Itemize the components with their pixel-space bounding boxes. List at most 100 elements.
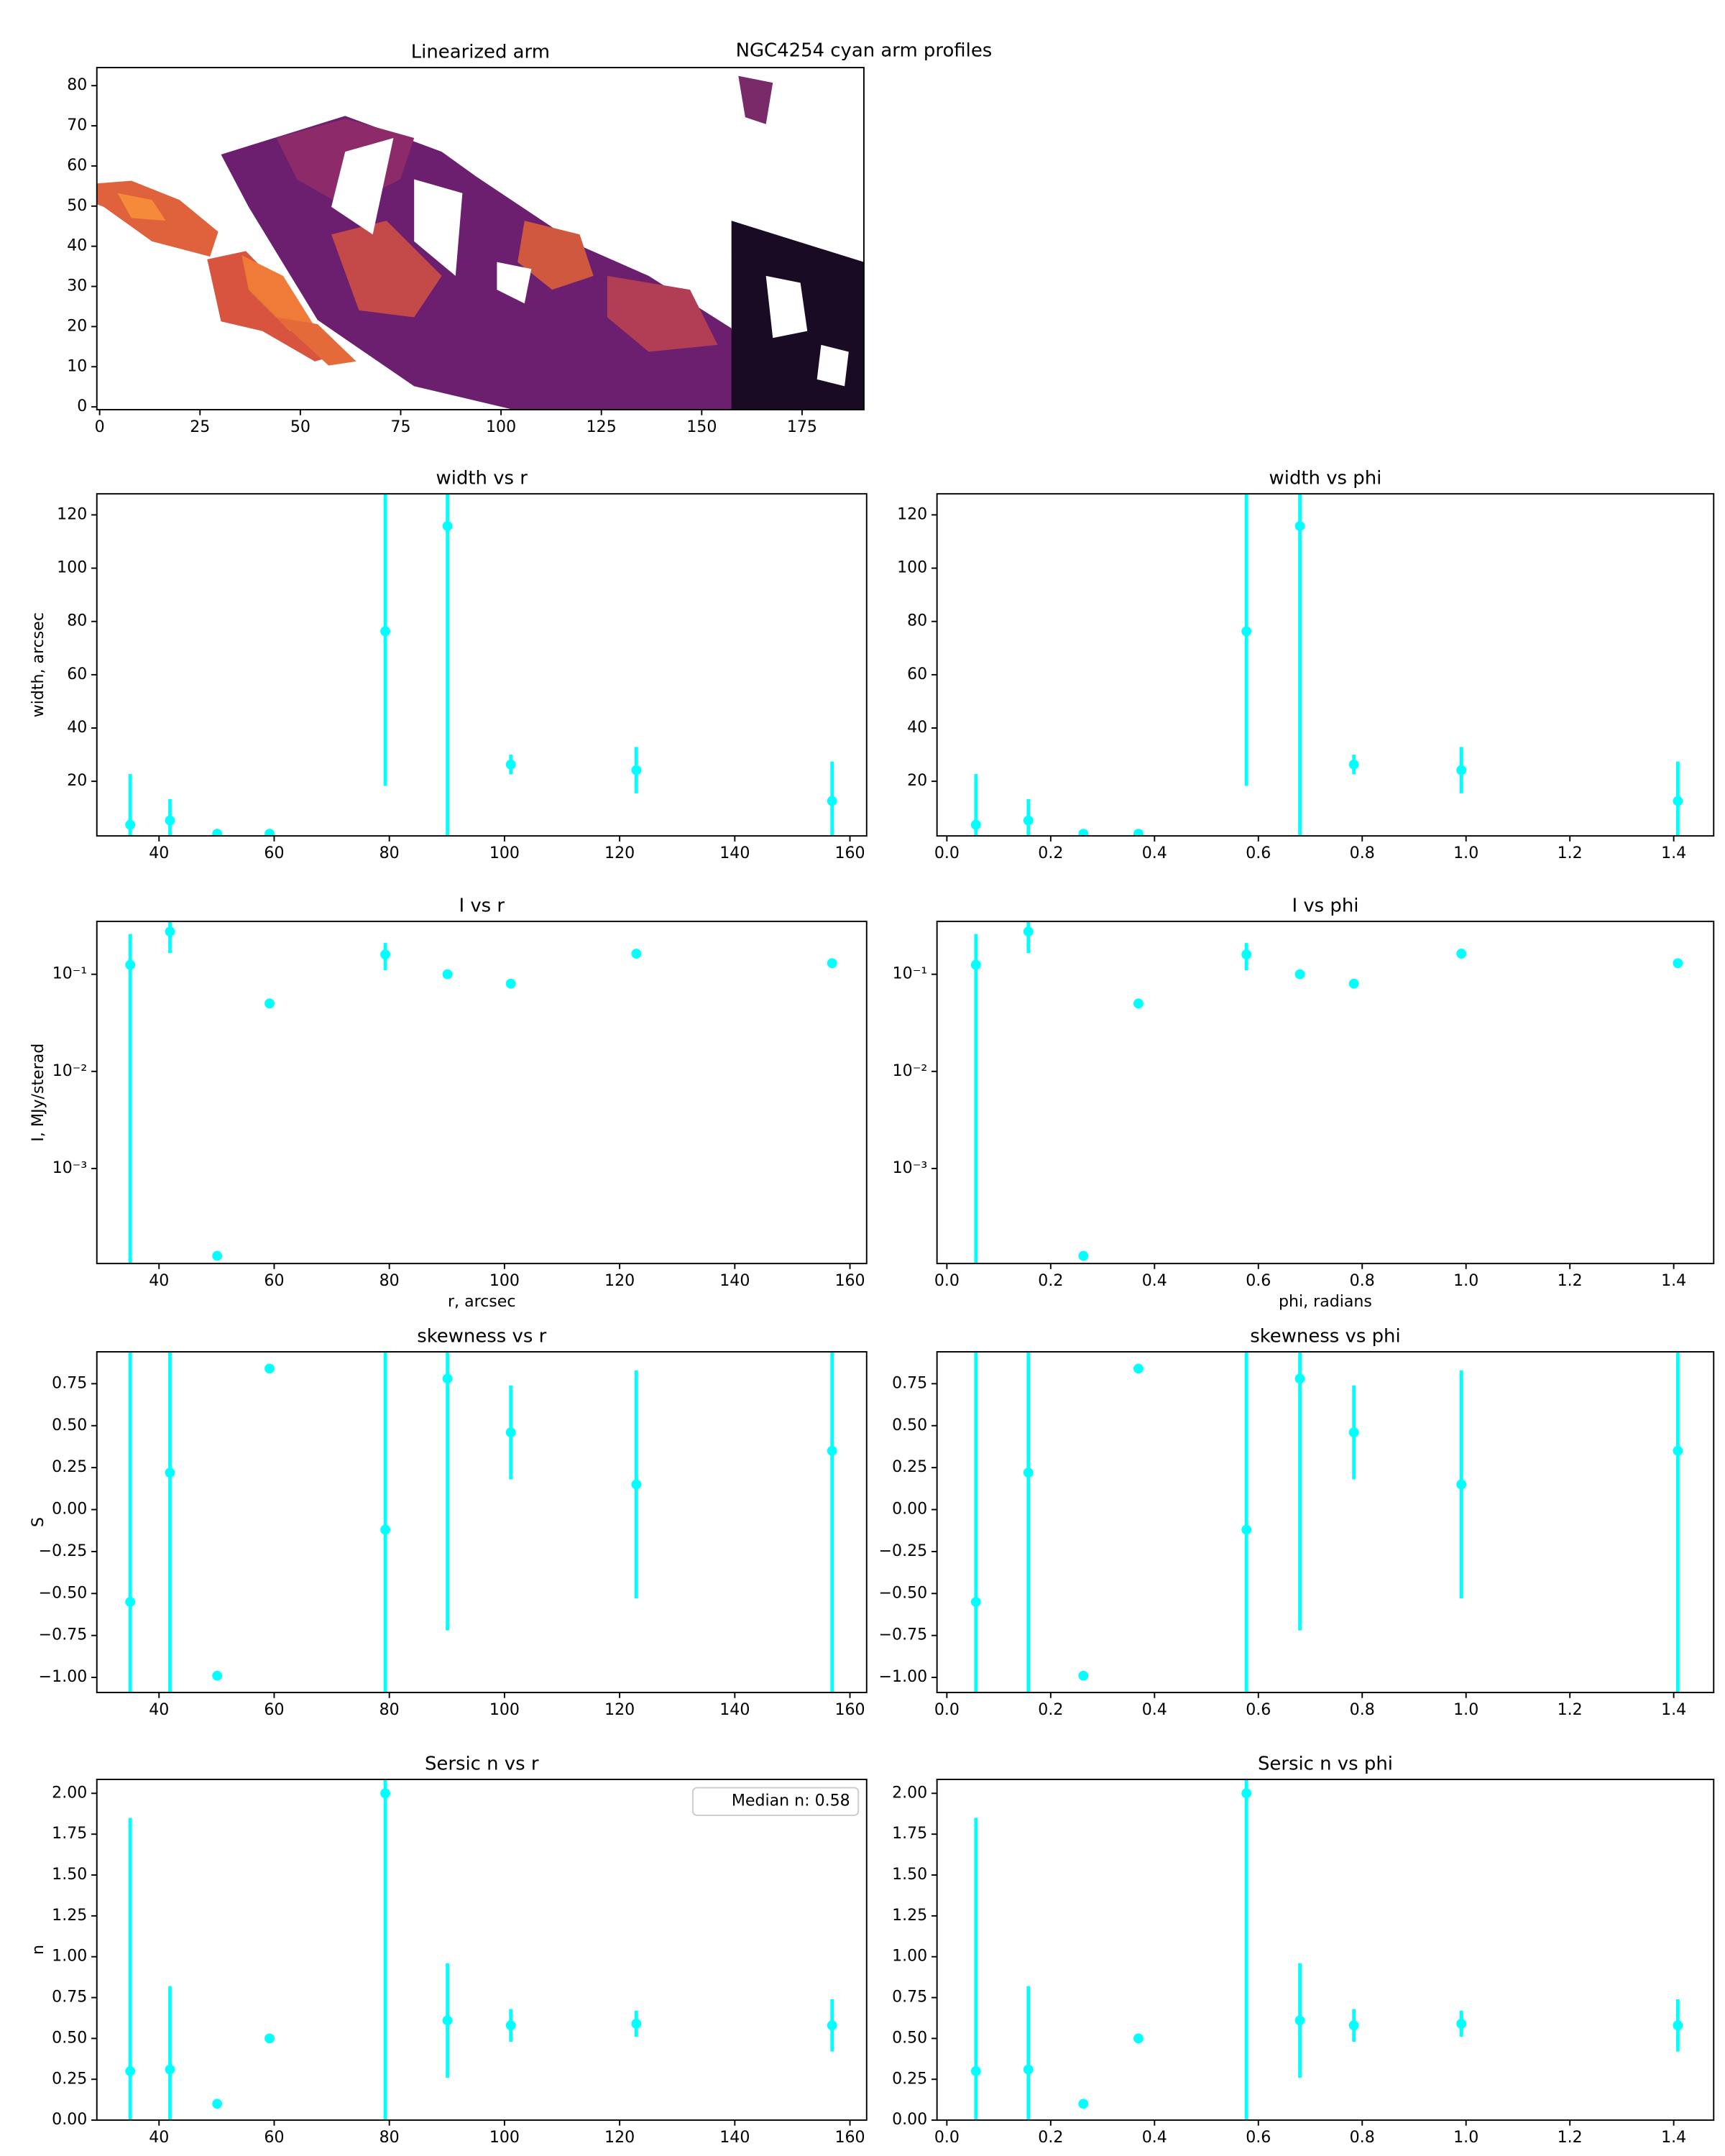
x-tick-label: 80 <box>380 1701 400 1719</box>
data-point <box>264 998 275 1009</box>
y-tick-label: 50 <box>67 197 87 215</box>
x-tick-label: 1.4 <box>1661 2129 1686 2147</box>
x-tick-label: 0.2 <box>1038 2129 1063 2147</box>
data-point <box>505 1427 516 1438</box>
y-tick-label: 0.25 <box>892 1458 927 1476</box>
y-axis-label: n <box>29 1945 47 1955</box>
x-tick-label: 25 <box>190 418 210 436</box>
y-tick-label: 80 <box>67 612 87 630</box>
plot-area <box>970 1779 1683 2121</box>
y-tick-label: −0.75 <box>879 1626 928 1644</box>
data-point <box>1241 626 1252 637</box>
x-tick-label: 100 <box>489 844 520 862</box>
x-tick-label: 80 <box>380 2129 400 2147</box>
panel-title: Linearized arm <box>411 41 550 63</box>
y-axis-label: I, MJy/sterad <box>29 1044 47 1142</box>
y-tick-label: 40 <box>67 237 87 255</box>
data-point <box>264 1363 275 1374</box>
x-tick-label: 120 <box>604 2129 635 2147</box>
y-tick-label: 2.00 <box>52 1784 87 1802</box>
data-point <box>970 819 981 830</box>
y-tick-label: 0.75 <box>52 1989 87 2007</box>
data-point <box>212 2099 223 2109</box>
data-point <box>212 829 223 837</box>
y-tick-label: 10⁻³ <box>893 1159 928 1177</box>
x-tick-label: 0.4 <box>1142 1272 1167 1290</box>
data-point <box>1348 759 1359 770</box>
x-tick-label: 60 <box>264 1701 284 1719</box>
legend-box <box>691 1787 860 1816</box>
y-tick-label: 30 <box>67 277 87 295</box>
data-point <box>1673 1445 1683 1456</box>
y-tick-label: 100 <box>897 559 927 577</box>
x-tick-label: 160 <box>834 1272 865 1290</box>
data-point <box>125 959 136 970</box>
y-tick-label: 1.00 <box>892 1948 927 1966</box>
x-tick-label: 0.2 <box>1038 1272 1063 1290</box>
y-tick-label: 80 <box>67 76 87 94</box>
data-point <box>1078 1250 1089 1261</box>
y-tick-label: 10⁻² <box>52 1062 88 1080</box>
data-point <box>631 2019 642 2029</box>
data-point <box>1294 521 1305 531</box>
y-tick-label: 1.25 <box>52 1907 87 1925</box>
data-point <box>1133 829 1144 837</box>
y-tick-label: 20 <box>67 772 87 790</box>
y-tick-label: 120 <box>57 505 87 523</box>
y-tick-label: 0.00 <box>892 1501 927 1519</box>
x-tick-label: 0.6 <box>1246 844 1271 862</box>
x-tick-label: 1.4 <box>1661 844 1686 862</box>
data-point <box>970 2065 981 2076</box>
x-tick-label: 1.2 <box>1558 2129 1583 2147</box>
x-tick-label: 1.2 <box>1558 1701 1583 1719</box>
y-tick-label: 0.00 <box>892 2111 927 2129</box>
y-tick-label: 0.25 <box>52 1458 87 1476</box>
data-point <box>212 1670 223 1681</box>
y-tick-label: 10⁻¹ <box>52 965 88 983</box>
x-tick-label: 80 <box>380 1272 400 1290</box>
x-tick-label: 0.6 <box>1246 2129 1271 2147</box>
x-tick-label: 100 <box>489 2129 520 2147</box>
x-tick-label: 0.4 <box>1142 1701 1167 1719</box>
arm-gap <box>497 262 532 304</box>
y-tick-label: 0.00 <box>52 1501 87 1519</box>
y-tick-label: 0.25 <box>892 2070 927 2088</box>
y-tick-label: −0.75 <box>39 1626 88 1644</box>
x-tick-label: 60 <box>264 844 284 862</box>
x-tick-label: 0.4 <box>1142 844 1167 862</box>
plot-area <box>970 921 1683 1264</box>
panel-title: width vs phi <box>1269 468 1382 489</box>
data-point <box>442 969 453 980</box>
x-tick-label: 100 <box>486 418 516 436</box>
data-point <box>1673 2020 1683 2031</box>
x-axis-label: phi, radians <box>1279 1293 1372 1311</box>
heatmap-image <box>96 75 864 410</box>
figure-title: NGC4254 cyan arm profiles <box>736 40 993 62</box>
x-tick-label: 150 <box>686 418 717 436</box>
data-point <box>442 2015 453 2026</box>
data-point <box>125 2065 136 2076</box>
y-tick-label: −1.00 <box>39 1668 88 1686</box>
x-tick-label: 40 <box>149 1272 169 1290</box>
y-tick-label: 0.50 <box>892 1416 927 1434</box>
axes-frame <box>936 1779 1715 2122</box>
x-tick-label: 140 <box>719 1272 750 1290</box>
x-tick-label: 160 <box>834 844 865 862</box>
data-point <box>264 2033 275 2044</box>
arm-region <box>331 221 442 318</box>
x-tick-label: 1.0 <box>1453 844 1478 862</box>
data-point <box>1023 815 1034 826</box>
legend-text: Median n: 0.58 <box>732 1792 850 1810</box>
x-tick-label: 60 <box>264 2129 284 2147</box>
arm-region <box>518 221 594 290</box>
x-tick-label: 0.4 <box>1142 2129 1167 2147</box>
axes-frame <box>96 67 865 411</box>
data-point <box>631 1479 642 1490</box>
x-tick-label: 1.4 <box>1661 1701 1686 1719</box>
data-point <box>442 1373 453 1384</box>
y-tick-label: 10⁻² <box>893 1062 928 1080</box>
data-point <box>1241 949 1252 959</box>
plot-area <box>970 1351 1683 1693</box>
plot-area <box>125 1779 837 2121</box>
